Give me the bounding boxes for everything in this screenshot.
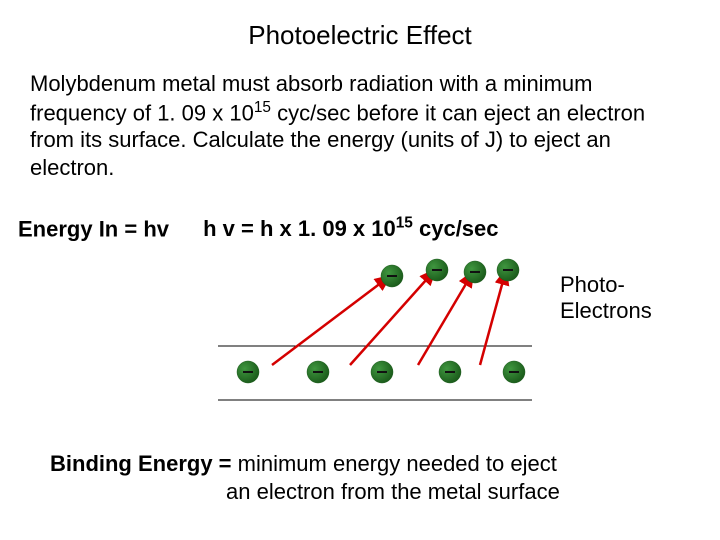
formula-right-post: cyc/sec	[413, 216, 499, 241]
slide: Photoelectric Effect Molybdenum metal mu…	[0, 0, 720, 540]
formula-row: Energy In = hv h v = h x 1. 09 x 1015 cy…	[18, 215, 698, 242]
binding-rest1: minimum energy needed to eject	[238, 451, 557, 476]
binding-label: Binding Energy =	[50, 451, 238, 476]
formula-right-pre: h v = h x 1. 09 x 10	[203, 216, 396, 241]
formula-left: Energy In = hv	[18, 216, 169, 241]
slide-title: Photoelectric Effect	[0, 20, 720, 51]
body-exp: 15	[254, 99, 271, 116]
formula-right-exp: 15	[396, 215, 413, 232]
photo-label-line2: Electrons	[560, 298, 652, 323]
problem-statement: Molybdenum metal must absorb radiation w…	[30, 70, 690, 181]
photoelectrons-label: Photo- Electrons	[560, 272, 652, 325]
binding-rest2: an electron from the metal surface	[50, 478, 690, 506]
photoelectric-diagram	[210, 250, 540, 410]
binding-energy-definition: Binding Energy = minimum energy needed t…	[50, 450, 690, 505]
formula-right: h v = h x 1. 09 x 1015 cyc/sec	[203, 216, 498, 241]
photo-label-line1: Photo-	[560, 272, 625, 297]
diagram-svg	[210, 250, 540, 410]
